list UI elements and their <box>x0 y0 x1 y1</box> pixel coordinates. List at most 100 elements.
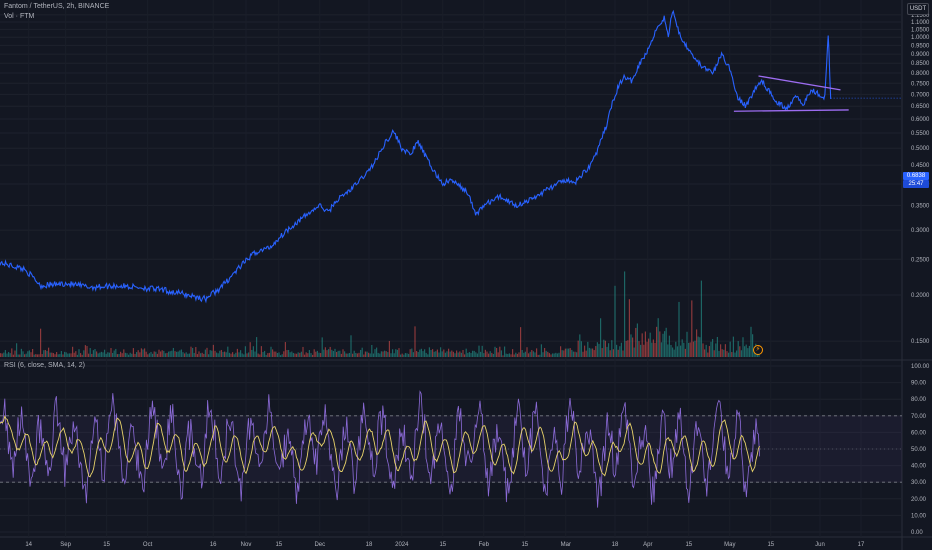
volume-bar <box>254 351 256 357</box>
volume-bar <box>556 353 558 357</box>
volume-bar <box>352 353 354 357</box>
volume-bar <box>115 348 117 357</box>
volume-bar <box>283 351 285 357</box>
volume-bar <box>268 352 270 357</box>
volume-bar <box>265 354 267 357</box>
volume-legend[interactable]: Vol · FTM <box>4 13 35 20</box>
volume-bar <box>20 348 22 357</box>
volume-bar <box>542 352 544 357</box>
currency-button[interactable]: USDT <box>907 3 929 15</box>
volume-bar <box>291 351 293 357</box>
volume-bar <box>497 352 499 357</box>
volume-bar <box>131 353 133 357</box>
volume-bar <box>313 349 315 357</box>
volume-bar <box>544 347 546 357</box>
price-tick-label: 0.8500 <box>911 61 930 67</box>
volume-bar <box>148 353 150 357</box>
volume-bar <box>320 353 322 357</box>
volume-bar <box>376 347 378 357</box>
volume-bar <box>422 351 424 357</box>
volume-bar <box>496 347 498 357</box>
volume-bar <box>33 354 35 357</box>
price-tick-label: 0.6500 <box>911 104 930 110</box>
volume-bar <box>521 349 523 357</box>
volume-bar <box>323 349 325 357</box>
volume-bar <box>467 352 469 357</box>
time-tick-label: Dec <box>314 542 325 548</box>
volume-bar <box>704 349 706 357</box>
volume-bar <box>286 350 288 357</box>
price-line <box>0 9 832 304</box>
volume-bar <box>192 347 194 357</box>
volume-bar <box>635 327 637 357</box>
volume-bar <box>721 349 723 357</box>
volume-bar <box>161 350 163 357</box>
volume-bar <box>163 350 165 357</box>
volume-bar <box>558 352 560 357</box>
rsi-tick-label: 50.00 <box>911 447 927 453</box>
volume-bar <box>92 350 94 357</box>
volume-bar <box>60 351 62 357</box>
volume-bar <box>657 318 659 357</box>
volume-bar <box>302 346 304 357</box>
volume-bar <box>440 347 442 357</box>
volume-bar <box>132 348 134 357</box>
price-tick-label: 1.0000 <box>911 35 930 41</box>
volume-bar <box>296 353 298 357</box>
volume-bar <box>512 349 514 357</box>
volume-bar <box>126 353 128 357</box>
volume-bar <box>9 353 11 357</box>
volume-bar <box>198 351 200 357</box>
volume-bar <box>632 337 634 357</box>
volume-bar <box>707 352 709 357</box>
volume-bar <box>475 352 477 357</box>
volume-bar <box>638 341 640 357</box>
volume-bar <box>222 351 224 357</box>
volume-bar <box>406 353 408 357</box>
time-tick-label: 15 <box>439 542 446 548</box>
volume-bar <box>244 346 246 357</box>
volume-bar <box>3 352 5 357</box>
volume-bar <box>590 348 592 357</box>
volume-bar <box>35 354 37 357</box>
volume-bar <box>684 348 686 357</box>
volume-bar <box>561 350 563 357</box>
volume-bar <box>624 271 626 357</box>
volume-bar <box>209 350 211 357</box>
lightning-icon[interactable]: ⚡ <box>753 345 763 355</box>
volume-bar <box>212 344 214 357</box>
volume-bar <box>1 353 3 357</box>
volume-bar <box>145 351 147 357</box>
volume-bar <box>70 353 72 357</box>
price-tick-label: 0.1500 <box>911 339 930 345</box>
rsi-series[interactable] <box>0 390 761 508</box>
volume-bar <box>547 351 549 357</box>
volume-bar <box>172 347 174 357</box>
volume-bar <box>368 352 370 357</box>
price-series[interactable] <box>0 9 902 304</box>
volume-bar <box>747 348 749 357</box>
volume-bar <box>168 351 170 357</box>
rsi-legend[interactable]: RSI (6, close, SMA, 14, 2) <box>4 362 85 369</box>
volume-bar <box>748 345 750 357</box>
volume-bar <box>636 323 638 357</box>
volume-bar <box>508 353 510 357</box>
volume-bar <box>353 350 355 357</box>
volume-bar <box>452 351 454 357</box>
volume-bar <box>419 349 421 357</box>
volume-bar <box>14 350 16 357</box>
volume-bar <box>713 350 715 357</box>
volume-bar <box>540 344 542 357</box>
volume-bar <box>11 348 13 357</box>
symbol-title[interactable]: Fantom / TetherUS, 2h, BINANCE <box>4 3 110 10</box>
volume-bar <box>699 337 701 357</box>
trendlines[interactable] <box>733 75 849 112</box>
volume-bar <box>225 352 227 357</box>
rsi-sma-line <box>0 415 761 478</box>
volume-bar <box>665 327 667 357</box>
volume-bar <box>22 351 24 357</box>
volume-bar <box>520 327 522 357</box>
volume-bar <box>464 354 466 357</box>
volume-bar <box>64 351 66 357</box>
